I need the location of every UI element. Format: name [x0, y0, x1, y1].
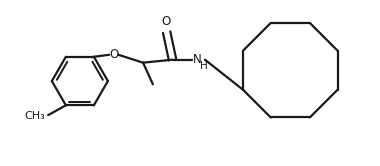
Text: O: O — [109, 48, 118, 61]
Text: N: N — [193, 53, 201, 66]
Text: H: H — [200, 61, 208, 71]
Text: CH₃: CH₃ — [24, 111, 45, 121]
Text: O: O — [161, 15, 170, 28]
